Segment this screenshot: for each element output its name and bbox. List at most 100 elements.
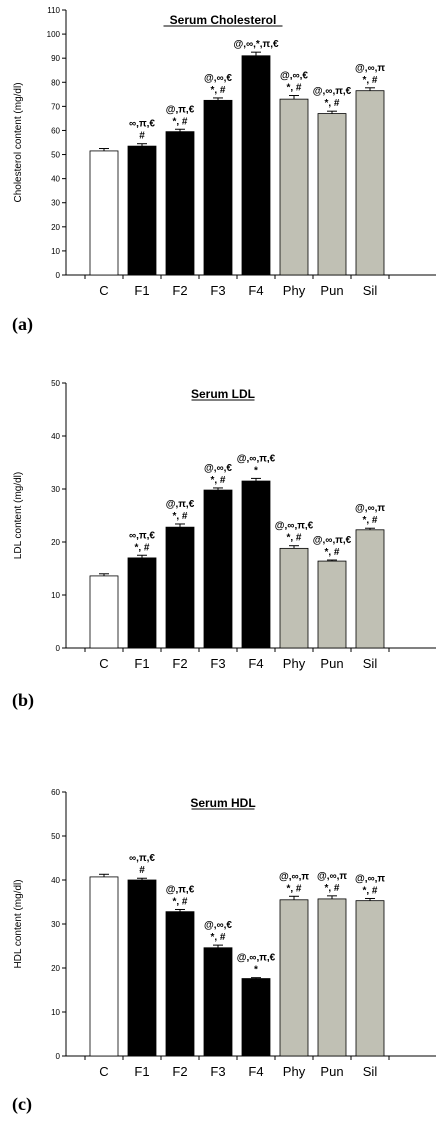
chart-title: Serum LDL — [191, 387, 255, 401]
bar-F4 — [241, 480, 271, 649]
bar-F1 — [127, 879, 157, 1057]
significance-label: # — [139, 131, 145, 142]
x-tick-label: Phy — [283, 656, 306, 671]
significance-label: @,∞,€ — [204, 73, 232, 84]
y-tick-label: 90 — [51, 54, 60, 63]
y-tick-label: 60 — [51, 126, 60, 135]
significance-label: *, # — [172, 116, 187, 127]
chart-panel-1: Serum Cholesterol 0 10 20 30 40 50 60 70 80 90 100 1… — [12, 6, 436, 335]
significance-label: @,π,€ — [166, 499, 195, 510]
y-tick-label: 0 — [56, 644, 61, 653]
significance-label: @,∞,π — [355, 63, 385, 74]
significance-label: *, # — [286, 883, 301, 894]
significance-label: ∞,π,€ — [129, 530, 155, 541]
significance-label: @,∞,π — [355, 503, 385, 514]
x-tick-label: C — [99, 283, 108, 298]
y-tick-label: 50 — [51, 151, 60, 160]
x-tick-label: Pun — [320, 1064, 343, 1079]
bar-F3 — [203, 489, 233, 649]
y-tick-label: 20 — [51, 223, 60, 232]
x-tick-label: F2 — [172, 283, 187, 298]
x-tick-label: Pun — [320, 283, 343, 298]
bar-F4 — [241, 978, 271, 1057]
bar-F2 — [165, 131, 195, 276]
bar-Pun — [317, 898, 347, 1057]
x-tick-label: Phy — [283, 283, 306, 298]
bar-C — [89, 876, 119, 1057]
bar-Phy — [279, 547, 309, 649]
significance-label: @,∞,π — [279, 871, 309, 882]
significance-label: @,∞,€ — [204, 463, 232, 474]
x-tick-label: C — [99, 656, 108, 671]
significance-label: *, # — [172, 511, 187, 522]
y-tick-label: 30 — [51, 485, 60, 494]
x-tick-label: F3 — [210, 283, 225, 298]
significance-label: *, # — [324, 883, 339, 894]
x-tick-label: F1 — [134, 283, 149, 298]
significance-label: @,π,€ — [166, 104, 195, 115]
x-tick-label: C — [99, 1064, 108, 1079]
y-tick-label: 40 — [51, 175, 60, 184]
significance-label: @,∞,€ — [204, 920, 232, 931]
x-tick-label: F3 — [210, 1064, 225, 1079]
bar-F2 — [165, 911, 195, 1057]
y-tick-label: 50 — [51, 379, 60, 388]
bar-Pun — [317, 113, 347, 276]
bar-C — [89, 575, 119, 649]
significance-label: @,∞,π,€ — [237, 953, 276, 964]
significance-label: @,∞,π,€ — [275, 521, 314, 532]
significance-label: ∞,π,€ — [129, 853, 155, 864]
x-tick-label: Phy — [283, 1064, 306, 1079]
bar-F1 — [127, 557, 157, 649]
bar-Sil — [355, 900, 385, 1057]
chart-title: Serum HDL — [190, 796, 255, 810]
y-tick-label: 0 — [56, 271, 61, 280]
x-tick-label: F2 — [172, 1064, 187, 1079]
significance-label: ∞,π,€ — [129, 119, 155, 130]
chart-panel-2: Serum LDL 0 10 20 30 40 50 LDL content (mg/dl) C… — [12, 379, 436, 711]
x-tick-label: F4 — [248, 656, 263, 671]
y-tick-label: 80 — [51, 78, 60, 87]
panel-label: (b) — [12, 690, 34, 711]
significance-label: *, # — [324, 98, 339, 109]
significance-label: @,∞,π,€ — [237, 453, 276, 464]
x-tick-label: F1 — [134, 656, 149, 671]
y-axis-label: HDL content (mg/dl) — [13, 879, 24, 968]
significance-label: *, # — [134, 542, 149, 553]
bar-Sil — [355, 90, 385, 276]
bar-C — [89, 150, 119, 276]
significance-label: @,∞,€ — [280, 71, 308, 82]
significance-label: *, # — [362, 885, 377, 896]
x-tick-label: Sil — [363, 656, 378, 671]
significance-label: *, # — [210, 85, 225, 96]
bar-Sil — [355, 529, 385, 649]
x-tick-label: Sil — [363, 1064, 378, 1079]
significance-label: @,∞,π,€ — [313, 86, 352, 97]
panel-label: (c) — [12, 1094, 32, 1115]
significance-label: *, # — [324, 547, 339, 558]
y-tick-label: 110 — [47, 6, 60, 15]
x-tick-label: F3 — [210, 656, 225, 671]
significance-label: * — [254, 465, 258, 476]
significance-label: *, # — [172, 896, 187, 907]
significance-label: @,∞,π,€ — [313, 535, 352, 546]
bar-Phy — [279, 98, 309, 276]
bar-F1 — [127, 145, 157, 276]
y-tick-label: 100 — [47, 30, 61, 39]
x-tick-label: Pun — [320, 656, 343, 671]
y-tick-label: 20 — [51, 964, 60, 973]
bar-Pun — [317, 560, 347, 649]
y-tick-label: 70 — [51, 102, 60, 111]
y-tick-label: 40 — [51, 876, 60, 885]
bar-F4 — [241, 55, 271, 276]
significance-label: *, # — [362, 515, 377, 526]
significance-label: @,∞,π — [317, 871, 347, 882]
y-tick-label: 10 — [51, 247, 60, 256]
panel-label: (a) — [12, 314, 33, 335]
bar-F3 — [203, 99, 233, 276]
significance-label: *, # — [362, 75, 377, 86]
y-tick-label: 50 — [51, 832, 60, 841]
chart-title: Serum Cholesterol — [170, 13, 277, 27]
